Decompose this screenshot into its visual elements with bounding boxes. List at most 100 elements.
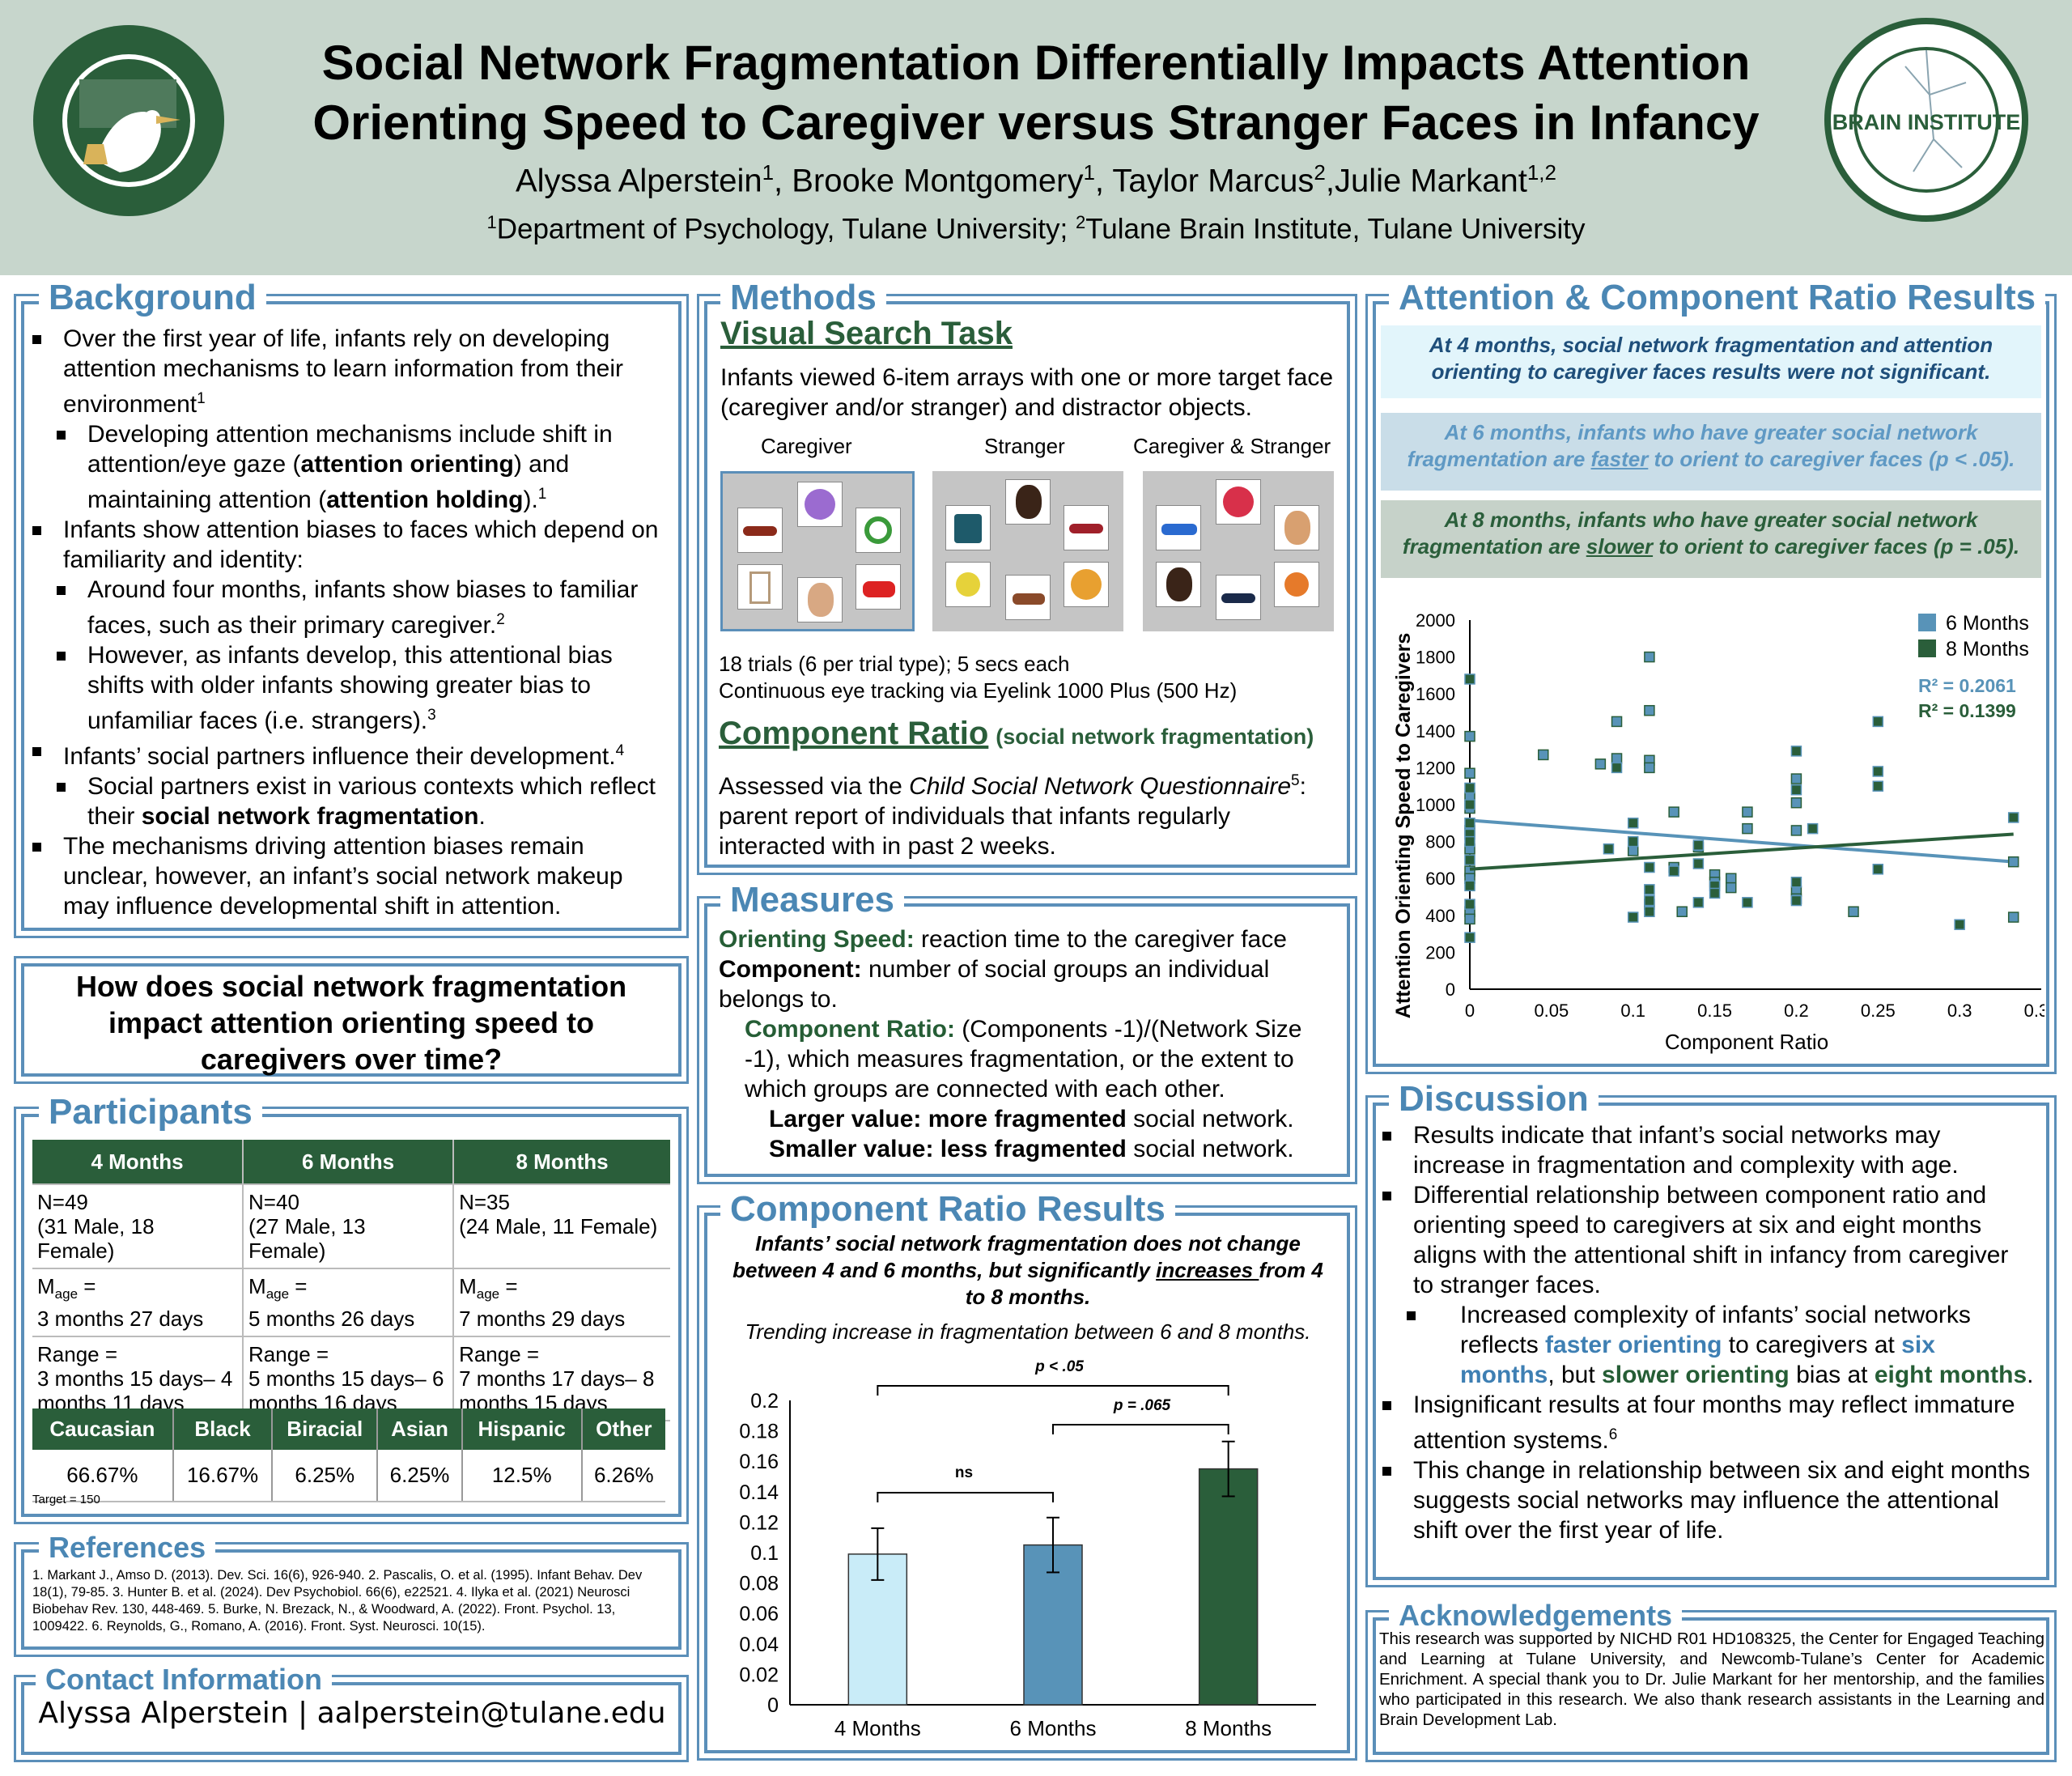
affiliations: 1Department of Psychology, Tulane Univer… — [486, 212, 1586, 245]
legend-6-months-label: 6 Months — [1946, 612, 2029, 635]
component-ratio-text: Assessed via the Child Social Network Qu… — [719, 772, 1306, 860]
sig-bracket-6-8 — [1052, 1424, 1229, 1434]
scatter-point-8-months — [1709, 887, 1721, 899]
scatter-point-6-months — [1676, 906, 1688, 917]
scatter-point-8-months — [2007, 812, 2019, 823]
discussion-panel — [1365, 1095, 2057, 1587]
scatter-point-6-months — [1644, 651, 1655, 663]
scatter-point-8-months — [1692, 897, 1705, 908]
array-label-both: Caregiver & Stranger — [1133, 434, 1331, 458]
background-text: Over the first year of life, infants rel… — [29, 324, 669, 921]
scatter-point-8-months — [1464, 835, 1475, 848]
scatter-point-8-months — [1954, 919, 1965, 930]
shoe-object-icon — [856, 564, 901, 610]
contact-text: Alyssa Alperstein | aalperstein@tulane.e… — [38, 1697, 666, 1730]
acknowledgements-title: Acknowledgements — [1389, 1600, 1683, 1632]
target-note: Target = 150 — [32, 1493, 100, 1506]
r2-8-months: R² = 0.1399 — [1918, 700, 2016, 721]
cr-results-headline: Infants’ social network fragmentation do… — [732, 1231, 1323, 1309]
cr-trend-note: Trending increase in fragmentation betwe… — [745, 1319, 1311, 1344]
scatter-y-tick-label: 800 — [1425, 832, 1455, 852]
bar — [1198, 1468, 1259, 1706]
bar-y-tick-label: 0 — [767, 1694, 779, 1717]
scatter-point-8-months — [1872, 780, 1884, 792]
scatter-point-6-months — [1742, 822, 1753, 835]
references-panel — [14, 1542, 689, 1657]
bar-x-tick-label: 6 Months — [1010, 1716, 1097, 1740]
acr-results-title: Attention & Component Ratio Results — [1389, 278, 2046, 317]
bar-y-tick-label: 0.2 — [750, 1390, 779, 1413]
array-label-caregiver: Caregiver — [761, 434, 852, 458]
scatter-point-8-months — [1790, 784, 1802, 796]
legend-6-months-swatch — [1918, 614, 1936, 631]
scatter-point-8-months — [1790, 877, 1802, 888]
sig-bracket-4-6 — [877, 1492, 1054, 1502]
scatter-x-tick-label: 0.25 — [1861, 1001, 1896, 1021]
scatter-point-8-months — [1611, 762, 1623, 774]
armchair-object-icon — [945, 505, 991, 550]
bar-x-tick-label: 4 Months — [834, 1716, 921, 1740]
participants-table: 4 Months 6 Months 8 Months N=49 (31 Male, … — [32, 1140, 670, 1422]
scatter-x-tick-label: 0.35 — [2024, 1001, 2044, 1021]
background-title: Background — [39, 278, 266, 317]
contact-title: Contact Information — [36, 1663, 332, 1696]
participants-panel — [14, 1107, 689, 1524]
scatter-point-6-months — [1725, 873, 1737, 884]
scatter-point-8-months — [1790, 746, 1802, 757]
trendline-8-months — [1469, 832, 2014, 871]
bar-y-tick-label: 0.04 — [739, 1634, 779, 1656]
learning-brain-lab-logo — [33, 25, 224, 216]
scatter-y-tick-label: 0 — [1446, 979, 1455, 1000]
discussion-text: Results indicate that infant’s social ne… — [1379, 1120, 2035, 1545]
scatter-point-8-months — [1692, 839, 1705, 851]
visual-search-text: Infants viewed 6-item arrays with one or… — [720, 364, 1334, 421]
orienting-speed-scatter-chart: Attention Orienting Speed to Caregivers … — [1392, 610, 2044, 1054]
scatter-point-6-months — [1538, 749, 1549, 761]
scatter-point-6-months — [1464, 767, 1475, 779]
brain-institute-label: BRAIN INSTITUTE — [1832, 110, 2021, 134]
bar-x-tick-label: 8 Months — [1185, 1716, 1272, 1740]
scatter-point-6-months — [1594, 758, 1607, 770]
scatter-point-8-months — [1627, 835, 1639, 848]
poster-header — [0, 0, 2072, 275]
scatter-point-6-months — [1644, 704, 1655, 716]
caregiver-stranger-array-image — [1143, 471, 1334, 631]
bar-y-tick-label: 0.1 — [750, 1542, 779, 1565]
scatter-point-6-months — [2007, 856, 2019, 868]
visual-search-title: Visual Search Task — [720, 316, 1013, 351]
methods-panel — [697, 294, 1357, 875]
shoe-object-icon — [1005, 575, 1051, 620]
toy-object-icon — [1274, 562, 1319, 607]
scatter-point-8-months — [1668, 865, 1679, 877]
component-ratio-bar-chart: p < .05 p = .065 ns 0 0.02 0.04 0.06 0.08 0.1… — [739, 1358, 1316, 1740]
scatter-point-8-months — [1464, 854, 1475, 866]
sig-bracket-4-8 — [877, 1385, 1229, 1396]
scatter-point-6-months — [2007, 911, 2019, 923]
scatter-point-8-months — [1644, 906, 1655, 917]
cr-results-title: Component Ratio Results — [720, 1190, 1175, 1229]
scatter-point-6-months — [1611, 716, 1623, 728]
scatter-point-8-months — [1807, 822, 1819, 835]
flower-object-icon — [1216, 479, 1261, 525]
sig-top-label: p < .05 — [1034, 1358, 1084, 1375]
scatter-point-8-months — [1790, 894, 1802, 907]
scatter-point-8-months — [1464, 880, 1475, 892]
scatter-point-6-months — [1742, 806, 1753, 818]
scatter-y-tick-label: 2000 — [1416, 610, 1455, 631]
legend-8-months-swatch — [1918, 639, 1936, 657]
array-label-stranger: Stranger — [984, 434, 1065, 458]
sig-ns-label: ns — [955, 1464, 973, 1481]
research-question-panel — [14, 956, 689, 1084]
scatter-point-8-months — [1464, 673, 1475, 685]
references-text: 1. Markant J., Amso D. (2013). Dev. Sci.… — [32, 1568, 643, 1634]
trendline-6-months — [1469, 818, 2014, 864]
stranger-face-icon — [1005, 479, 1051, 525]
scatter-point-6-months — [1790, 773, 1802, 784]
research-question: How does social network fragmentation im… — [75, 970, 627, 1076]
scatter-point-6-months — [1790, 825, 1802, 836]
scatter-point-8-months — [1464, 818, 1475, 829]
participants-title: Participants — [39, 1093, 262, 1132]
car-object-icon — [1216, 575, 1261, 620]
acknowledgements-panel — [1365, 1610, 2057, 1762]
scatter-point-8-months — [1644, 894, 1655, 907]
